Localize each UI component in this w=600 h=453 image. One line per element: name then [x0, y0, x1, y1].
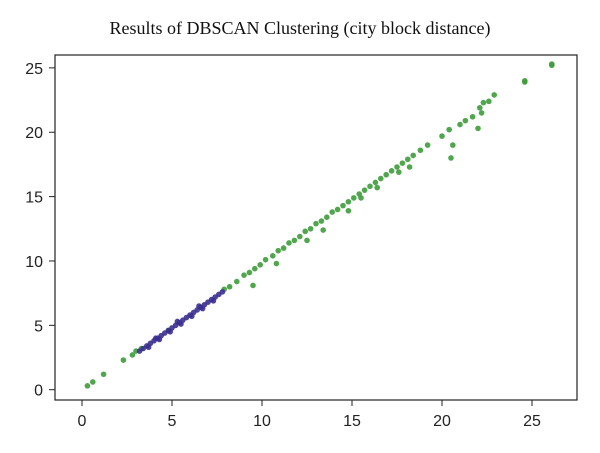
data-point	[219, 289, 226, 295]
data-point	[273, 260, 280, 267]
data-point	[450, 142, 456, 148]
data-point	[345, 207, 352, 214]
data-point	[280, 245, 287, 251]
data-point	[410, 152, 417, 159]
data-point	[318, 218, 325, 224]
data-point	[478, 110, 485, 116]
data-point	[196, 303, 202, 309]
data-point	[153, 335, 159, 342]
y-tick-label: 10	[25, 254, 43, 271]
y-tick-label: 5	[34, 318, 43, 335]
data-point	[291, 237, 298, 244]
data-point	[334, 206, 341, 213]
data-point	[477, 104, 483, 111]
data-point	[424, 142, 431, 148]
data-point	[329, 209, 336, 215]
data-point	[396, 169, 402, 175]
data-point	[307, 225, 314, 232]
x-tick-label: 5	[168, 413, 177, 430]
data-point	[383, 171, 390, 178]
data-point	[491, 92, 498, 98]
data-point	[469, 113, 476, 120]
data-point	[246, 269, 253, 276]
data-point	[210, 298, 217, 304]
x-tick-label: 10	[253, 413, 271, 430]
data-point	[405, 156, 411, 163]
data-point	[241, 272, 247, 278]
data-point	[100, 371, 107, 378]
data-point	[378, 175, 384, 182]
data-point	[480, 99, 487, 106]
data-point	[84, 383, 91, 389]
data-point	[549, 61, 555, 67]
data-point	[120, 357, 127, 363]
data-point	[358, 195, 364, 201]
data-point	[394, 164, 400, 170]
data-point	[302, 228, 309, 235]
data-point	[262, 256, 269, 263]
data-point	[367, 183, 373, 190]
data-point	[250, 282, 256, 289]
data-point	[252, 265, 258, 272]
data-point	[417, 147, 424, 154]
y-tick-label: 25	[25, 61, 43, 78]
data-point	[324, 214, 330, 221]
data-point	[304, 237, 310, 244]
x-tick-label: 20	[433, 413, 451, 430]
data-point	[446, 126, 453, 133]
data-point	[174, 318, 181, 325]
data-point	[129, 352, 136, 358]
data-point	[522, 79, 528, 85]
data-point	[234, 278, 240, 285]
data-point	[388, 168, 395, 174]
data-point	[406, 164, 413, 170]
data-point	[399, 160, 406, 166]
data-point	[351, 195, 357, 201]
plot-frame	[54, 54, 578, 401]
data-point	[226, 283, 233, 290]
data-point	[475, 125, 481, 132]
x-tick-label: 0	[78, 413, 87, 430]
data-point	[257, 262, 264, 268]
y-tick-label: 0	[34, 383, 43, 400]
data-point	[286, 240, 292, 246]
data-point	[275, 247, 282, 254]
data-point	[345, 198, 352, 205]
data-point	[297, 233, 303, 240]
data-point	[313, 220, 319, 227]
data-point	[361, 187, 368, 193]
chart-title: Results of DBSCAN Clustering (city block…	[109, 18, 491, 38]
data-point	[448, 155, 454, 161]
y-tick-label: 20	[25, 125, 43, 142]
x-tick-label: 25	[523, 413, 541, 430]
x-tick-label: 15	[343, 413, 361, 430]
data-point	[462, 117, 469, 124]
data-point	[340, 202, 346, 209]
data-point	[372, 179, 379, 186]
data-point	[90, 379, 96, 385]
data-point	[457, 121, 463, 128]
data-point	[439, 133, 445, 139]
data-point	[189, 313, 195, 320]
data-point	[145, 344, 152, 351]
data-point	[270, 253, 276, 259]
data-point	[320, 227, 327, 233]
data-point	[167, 328, 173, 335]
data-point	[374, 184, 381, 191]
y-tick-label: 15	[25, 190, 43, 207]
data-point	[486, 98, 492, 105]
